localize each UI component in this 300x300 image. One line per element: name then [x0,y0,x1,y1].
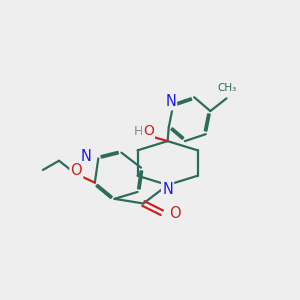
Text: CH₃: CH₃ [217,82,236,93]
Text: N: N [80,148,92,164]
Text: N: N [165,94,176,109]
Text: H: H [134,125,143,138]
Text: N: N [162,182,173,197]
Text: O: O [143,124,154,138]
Text: O: O [169,206,180,221]
Text: O: O [70,163,82,178]
